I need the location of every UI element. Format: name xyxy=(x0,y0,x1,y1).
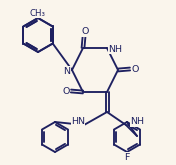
Text: NH: NH xyxy=(130,117,144,127)
Text: O: O xyxy=(131,65,139,73)
Text: HN: HN xyxy=(71,117,85,127)
Text: CH₃: CH₃ xyxy=(30,9,46,17)
Text: O: O xyxy=(81,28,89,36)
Text: NH: NH xyxy=(108,45,122,53)
Text: N: N xyxy=(64,66,71,76)
Text: F: F xyxy=(124,152,130,162)
Text: O: O xyxy=(62,86,70,96)
